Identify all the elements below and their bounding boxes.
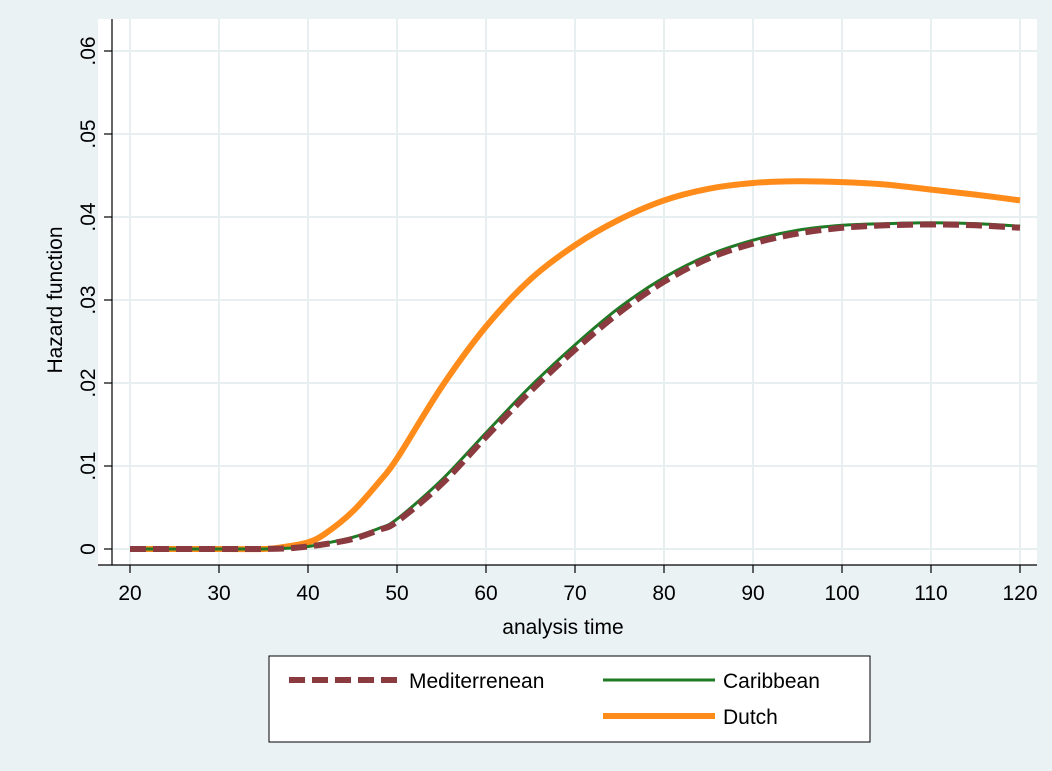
x-tick-label: 110 xyxy=(914,582,947,605)
legend-label-caribbean: Caribbean xyxy=(723,670,820,693)
axes xyxy=(98,19,1037,566)
x-tick-label: 60 xyxy=(474,582,497,605)
series-line-mediterrenean xyxy=(130,221,1021,553)
legend-label-mediterrenean: Mediterrenean xyxy=(409,670,544,693)
legend: Mediterrenean Caribbean Dutch xyxy=(268,655,871,743)
x-tick-label: 120 xyxy=(1002,582,1037,605)
x-tick-label: 80 xyxy=(652,582,675,605)
x-tick-label: 70 xyxy=(563,582,586,605)
x-tick-label: 100 xyxy=(824,582,859,605)
y-tick-label: .06 xyxy=(77,36,100,65)
legend-box xyxy=(268,655,871,743)
x-tick-label: 50 xyxy=(385,582,408,605)
series-lines xyxy=(130,178,1021,553)
grid xyxy=(112,19,1037,565)
x-tick-label: 90 xyxy=(741,582,764,605)
plot-area xyxy=(98,19,1037,565)
legend-label-dutch: Dutch xyxy=(723,706,778,729)
legend-entries: Mediterrenean Caribbean Dutch xyxy=(289,670,820,729)
y-tick-label: .04 xyxy=(77,202,100,232)
y-tick-label: .01 xyxy=(77,451,100,480)
y-ticks: 0 .01 .02 .03 .04 .05 .06 xyxy=(77,36,112,555)
x-ticks: 20 30 40 50 60 70 80 90 100 110 120 xyxy=(118,565,1038,605)
y-tick-label: .05 xyxy=(77,119,100,148)
x-tick-label: 40 xyxy=(296,582,319,605)
y-tick-label: .02 xyxy=(77,368,100,397)
y-axis-label: Hazard function xyxy=(44,226,67,373)
x-tick-label: 30 xyxy=(207,582,230,605)
x-tick-label: 20 xyxy=(118,582,141,605)
x-axis-label: analysis time xyxy=(502,616,623,639)
y-tick-label: .03 xyxy=(77,285,100,314)
y-tick-label: 0 xyxy=(77,543,100,555)
